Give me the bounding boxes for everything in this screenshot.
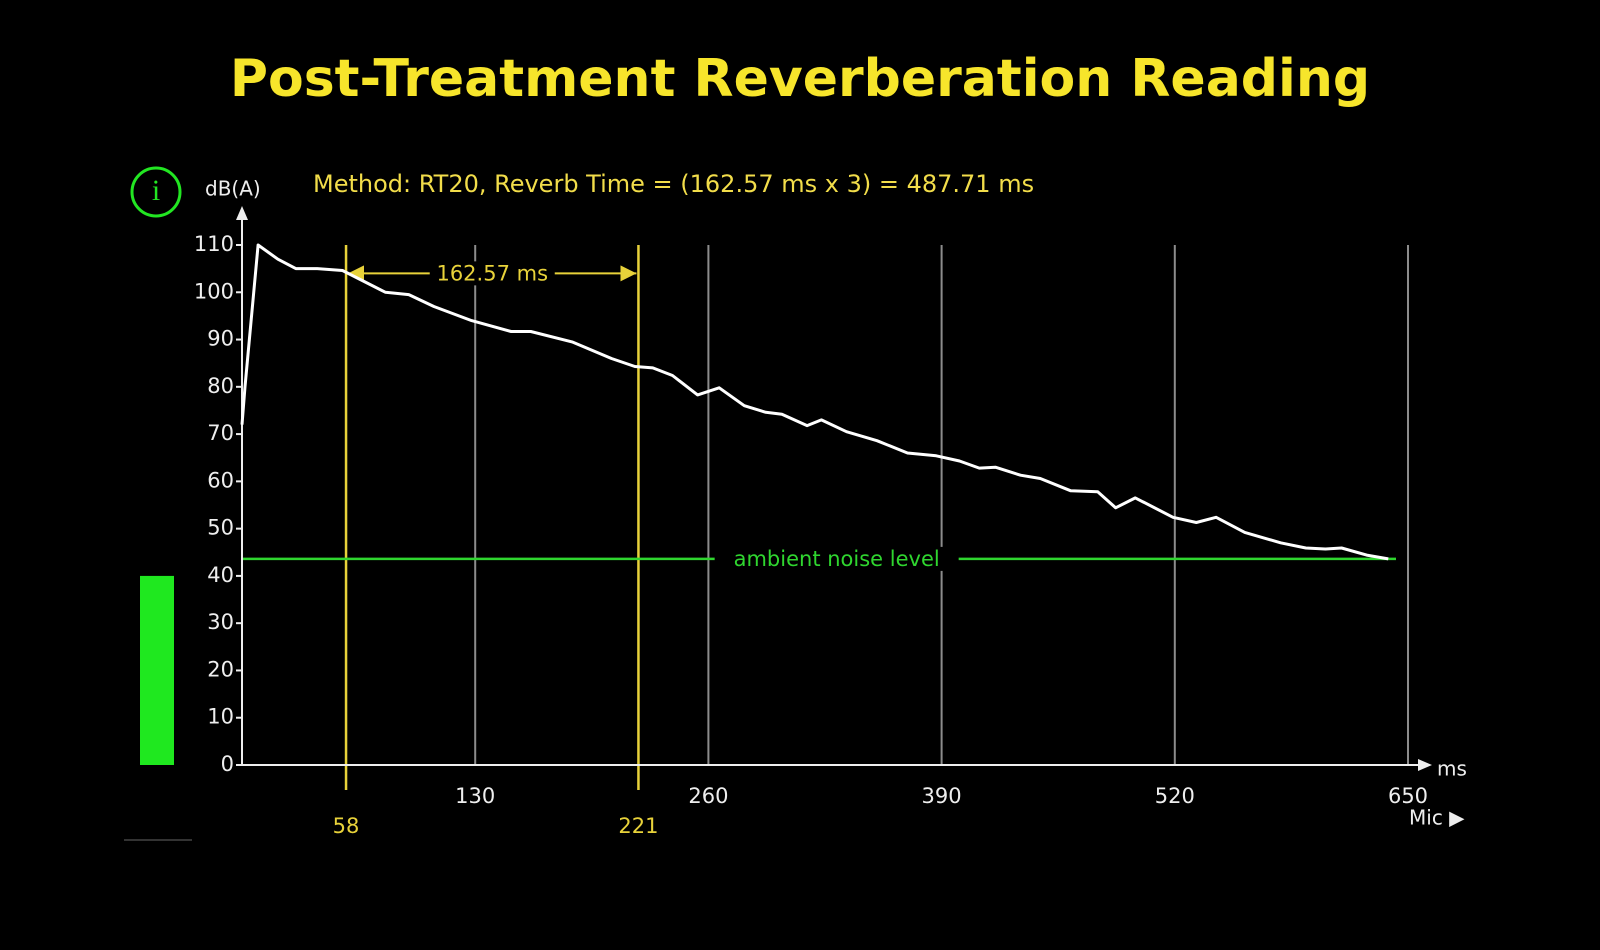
ambient-label-bg <box>714 546 959 571</box>
y-tick-label: 80 <box>207 374 234 398</box>
x-axis-arrow <box>1418 759 1432 771</box>
y-tick-label: 60 <box>207 468 234 492</box>
x-axis-label: ms <box>1437 757 1467 781</box>
input-label[interactable]: Mic ▶ <box>1409 806 1465 830</box>
x-tick-label: 650 <box>1388 784 1428 808</box>
info-icon[interactable] <box>130 166 182 218</box>
y-tick-label: 100 <box>194 279 234 303</box>
y-tick-label: 30 <box>207 610 234 634</box>
interval-label-bg <box>429 261 555 286</box>
level-meter <box>140 575 174 765</box>
y-tick-label: 10 <box>207 705 234 729</box>
subtitle: Method: RT20, Reverb Time = (162.57 ms x… <box>313 170 1034 198</box>
decay-line <box>240 243 1389 561</box>
interval-label: 162.57 ms <box>436 261 548 285</box>
x-tick-label: 390 <box>922 784 962 808</box>
y-tick-label: 90 <box>207 327 234 351</box>
info-icon-label[interactable]: i <box>152 174 160 207</box>
chart-title: Post-Treatment Reverberation Reading <box>230 49 1370 109</box>
x-tick-label: 130 <box>455 784 495 808</box>
marker-label: 58 <box>333 814 360 838</box>
y-tick-label: 50 <box>207 516 234 540</box>
y-tick-label: 0 <box>221 752 234 776</box>
ambient-noise-label: ambient noise level <box>734 547 940 571</box>
y-axis-label: dB(A) <box>205 177 261 201</box>
x-tick-label: 520 <box>1155 784 1195 808</box>
y-axis-arrow <box>236 206 248 220</box>
y-tick-label: 40 <box>207 563 234 587</box>
y-tick-label: 20 <box>207 657 234 681</box>
x-tick-label: 260 <box>688 784 728 808</box>
y-tick-label: 70 <box>207 421 234 445</box>
y-tick-label: 110 <box>194 232 234 256</box>
marker-label: 221 <box>618 814 658 838</box>
